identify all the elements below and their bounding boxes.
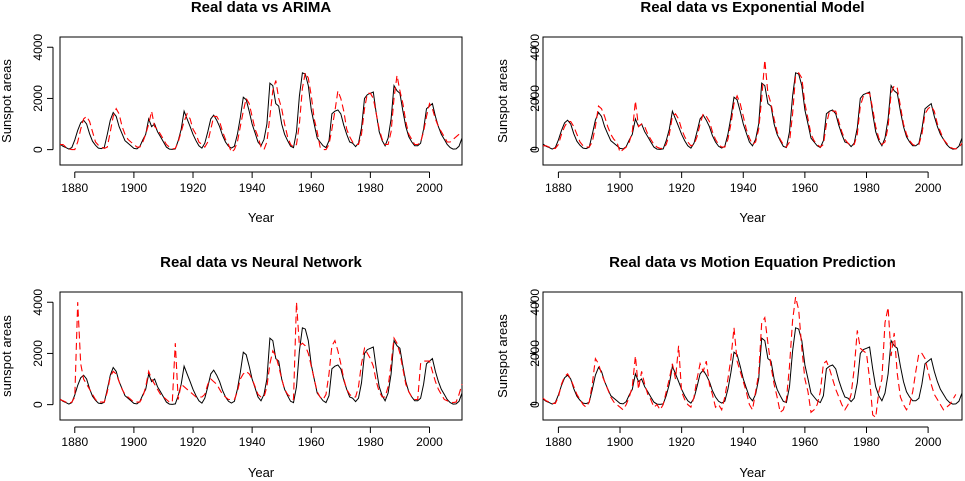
y-tick-label: 0 [31, 401, 45, 408]
chart-panel-2: Real data vs Exponential Model 1880 1900 19… [495, 0, 963, 225]
x-tick-label: 1880 [545, 181, 572, 195]
y-axis-label: Sunspot areas [0, 59, 14, 143]
x-tick-label: 1960 [298, 181, 325, 195]
chart-title: Real data vs Motion Equation Prediction [609, 254, 896, 271]
x-tick-label: 1980 [853, 435, 880, 449]
x-tick-label: 2000 [915, 435, 942, 449]
y-tick-label: 2000 [528, 340, 542, 367]
chart-title: Real data vs ARIMA [191, 0, 331, 16]
y-tick-label: 2000 [31, 85, 45, 112]
x-tick-label: 1880 [61, 181, 88, 195]
y-axis-label: Sunspot areas [495, 59, 510, 143]
plot-frame [542, 36, 963, 166]
chart-title: Real data vs Exponential Model [640, 0, 864, 16]
chart-title: Real data vs Neural Network [160, 254, 362, 271]
plot-frame [542, 291, 963, 421]
series-line-real-data [59, 72, 463, 150]
x-tick-label: 1960 [792, 435, 819, 449]
x-tick-label: 1880 [545, 435, 572, 449]
x-axis-label: Year [248, 210, 275, 225]
x-tick-label: 1900 [607, 181, 634, 195]
y-tick-label: 4000 [528, 34, 542, 61]
chart-panel-4: Real data vs Motion Equation Prediction 1… [495, 254, 963, 480]
x-tick-label: 1900 [607, 435, 634, 449]
x-tick-label: 1980 [853, 181, 880, 195]
y-tick-label: 2000 [528, 85, 542, 112]
y-tick-label: 0 [31, 146, 45, 153]
x-tick-label: 1960 [792, 181, 819, 195]
x-axis-label: Year [248, 465, 275, 480]
x-tick-label: 1920 [668, 181, 695, 195]
x-axis-label: Year [739, 465, 766, 480]
y-tick-label: 4000 [31, 289, 45, 316]
y-tick-label: 0 [528, 401, 542, 408]
x-tick-label: 1880 [61, 435, 88, 449]
series-line-model [60, 71, 463, 154]
x-tick-label: 2000 [416, 181, 443, 195]
x-tick-label: 1940 [239, 435, 266, 449]
y-tick-label: 0 [528, 146, 542, 153]
series-line-model [542, 296, 957, 419]
x-tick-label: 1900 [121, 435, 148, 449]
y-tick-label: 4000 [528, 289, 542, 316]
x-tick-label: 1940 [730, 435, 757, 449]
x-axis-label: Year [739, 210, 766, 225]
y-tick-label: 2000 [31, 340, 45, 367]
y-axis-label: Sunspot areas [495, 314, 510, 398]
chart-panel-3: Real data vs Neural Network 1880 1900 1920 1… [0, 254, 463, 480]
x-tick-label: 1980 [357, 435, 384, 449]
plot-frame [59, 291, 463, 421]
series-line-real-data [542, 327, 963, 405]
series-line-real-data [59, 327, 463, 405]
x-tick-label: 1900 [121, 181, 148, 195]
x-tick-label: 1940 [239, 181, 266, 195]
plot-frame [59, 36, 463, 166]
y-tick-label: 4000 [31, 34, 45, 61]
series-line-model [59, 302, 463, 405]
y-axis-label: sunspot areas [0, 315, 14, 397]
x-tick-label: 2000 [416, 435, 443, 449]
x-tick-label: 1980 [357, 181, 384, 195]
chart-panel-1: Real data vs ARIMA 1880 1900 1920 1940 1960 19… [0, 0, 463, 225]
x-tick-label: 1920 [180, 435, 207, 449]
x-tick-label: 1940 [730, 181, 757, 195]
series-line-real-data [542, 72, 963, 150]
x-tick-label: 1960 [298, 435, 325, 449]
x-tick-label: 1920 [180, 181, 207, 195]
x-tick-label: 2000 [915, 181, 942, 195]
x-tick-label: 1920 [668, 435, 695, 449]
series-line-model [543, 59, 963, 154]
